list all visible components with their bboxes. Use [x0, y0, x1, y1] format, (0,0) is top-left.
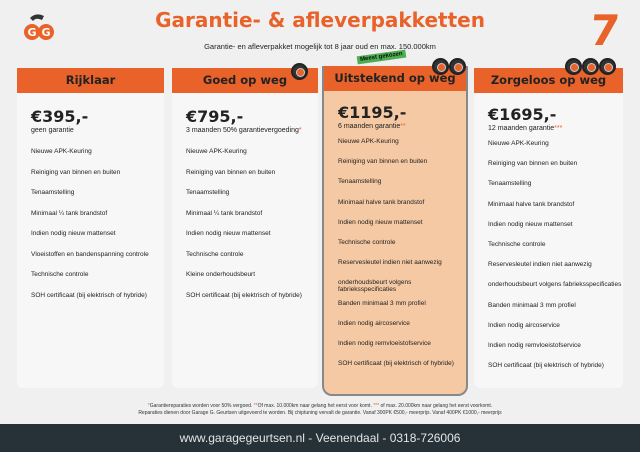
feature-item: Reiniging van binnen en buiten: [31, 168, 121, 176]
feature-item: Indien nodig remvloeistofservice: [338, 339, 431, 347]
feature-item: Indien nodig nieuw mattenset: [488, 220, 573, 228]
tire-icon: [565, 58, 582, 75]
feature-item: Banden minimaal 3 mm profiel: [338, 299, 426, 307]
svg-text:G: G: [27, 26, 36, 39]
feature-item: Technische controle: [338, 238, 396, 246]
feature-item: Indien nodig nieuw mattenset: [31, 230, 116, 237]
plan-price: €1695,-: [488, 105, 557, 124]
feature-item: Nieuwe APK-Keuring: [488, 140, 549, 147]
feature-list: Nieuwe APK-Keuring Reiniging van binnen …: [186, 148, 318, 312]
plan-price: €795,-: [186, 107, 244, 126]
feature-item: SOH certificaat (bij elektrisch of hybri…: [186, 291, 302, 299]
feature-item: Reiniging van binnen en buiten: [186, 168, 276, 176]
feature-item: Minimaal ¼ tank brandstof: [31, 209, 108, 217]
page-subtitle: Garantie- en afleverpakket mogelijk tot …: [204, 42, 436, 51]
plan-name: Goed op weg: [172, 68, 318, 93]
feature-list: Nieuwe APK-Keuring Reiniging van binnen …: [31, 148, 164, 312]
feature-item: Reiniging van binnen en buiten: [488, 160, 578, 168]
feature-list: Nieuwe APK-Keuring Reiniging van binnen …: [488, 140, 623, 382]
feature-item: Nieuwe APK-Keuring: [31, 148, 92, 155]
footer-contact[interactable]: www.garagegeurtsen.nl - Veenendaal - 031…: [0, 424, 640, 452]
feature-item: Kleine onderhoudsbeurt: [186, 271, 256, 278]
feature-item: Minimaal halve tank brandstof: [488, 200, 575, 208]
footnote: *Garantiereparaties worden voor 50% verg…: [138, 403, 502, 416]
most-chosen-badge: Meest gekozen: [356, 49, 407, 65]
garage-logo: G G: [24, 14, 54, 40]
feature-item: Indien nodig nieuw mattenset: [186, 230, 271, 237]
plan-name: Zorgeloos op weg: [474, 68, 623, 93]
tire-icon: [432, 58, 449, 75]
feature-item: Minimaal ¼ tank brandstof: [186, 209, 263, 217]
feature-item: SOH certificaat (bij elektrisch of hybri…: [31, 291, 147, 299]
feature-item: Reservesleutel indien niet aanwezig: [488, 261, 592, 269]
plan-price: €395,-: [31, 107, 89, 126]
feature-item: Reiniging van binnen en buiten: [338, 158, 428, 166]
feature-item: Nieuwe APK-Keuring: [186, 148, 247, 155]
feature-item: SOH certificaat (bij elektrisch of hybri…: [338, 360, 454, 368]
plan-warranty: 3 maanden 50% garantievergoeding*: [186, 127, 302, 134]
feature-item: Banden minimaal 3 mm profiel: [488, 301, 576, 309]
plan-price: €1195,-: [338, 103, 407, 122]
plan-card-zorgeloos-op-weg[interactable]: Zorgeloos op weg €1695,- 12 maanden gara…: [474, 68, 623, 388]
plan-warranty: 12 maanden garantie***: [488, 125, 563, 132]
feature-item: Minimaal halve tank brandstof: [338, 198, 425, 206]
feature-item: Tenaamstelling: [338, 178, 382, 186]
feature-item: Technische controle: [186, 250, 244, 258]
feature-item: Technische controle: [31, 271, 89, 278]
plan-card-goed-op-weg[interactable]: Goed op weg €795,- 3 maanden 50% garanti…: [172, 68, 318, 388]
feature-item: Indien nodig aircoservice: [488, 321, 560, 329]
svg-text:G: G: [41, 26, 50, 39]
plan-warranty: 6 maanden garantie**: [338, 123, 406, 130]
feature-item: Indien nodig aircoservice: [338, 319, 410, 327]
feature-item: Reservesleutel indien niet aanwezig: [338, 259, 442, 267]
tire-icon: [449, 58, 466, 75]
feature-item: Tenaamstelling: [488, 180, 532, 188]
plan-card-rijklaar[interactable]: Rijklaar €395,- geen garantie Nieuwe APK…: [17, 68, 164, 388]
feature-item: Tenaamstelling: [31, 189, 75, 196]
tire-icon: [599, 58, 616, 75]
feature-item: Technische controle: [488, 240, 546, 248]
plan-card-uitstekend-op-weg[interactable]: Uitstekend op weg €1195,- 6 maanden gara…: [322, 66, 468, 396]
feature-item: Indien nodig remvloeistofservice: [488, 341, 581, 349]
feature-item: Vloeistoffen en bandenspanning controle: [31, 250, 149, 258]
page-title: Garantie- & afleverpakketten: [155, 8, 485, 32]
feature-item: onderhoudsbeurt volgens fabrieksspecific…: [338, 279, 412, 294]
plan-warranty: geen garantie: [31, 127, 74, 134]
feature-item: Tenaamstelling: [186, 189, 230, 196]
tire-icon: [291, 63, 308, 80]
plan-name: Rijklaar: [17, 68, 164, 93]
feature-item: SOH certificaat (bij elektrisch of hybri…: [488, 362, 604, 370]
tire-icon: [582, 58, 599, 75]
feature-item: Indien nodig nieuw mattenset: [338, 218, 423, 226]
feature-item: onderhoudsbeurt volgens fabrieksspecific…: [488, 281, 622, 289]
feature-item: Nieuwe APK-Keuring: [338, 138, 399, 145]
feature-list: Nieuwe APK-Keuring Reiniging van binnen …: [338, 138, 466, 380]
